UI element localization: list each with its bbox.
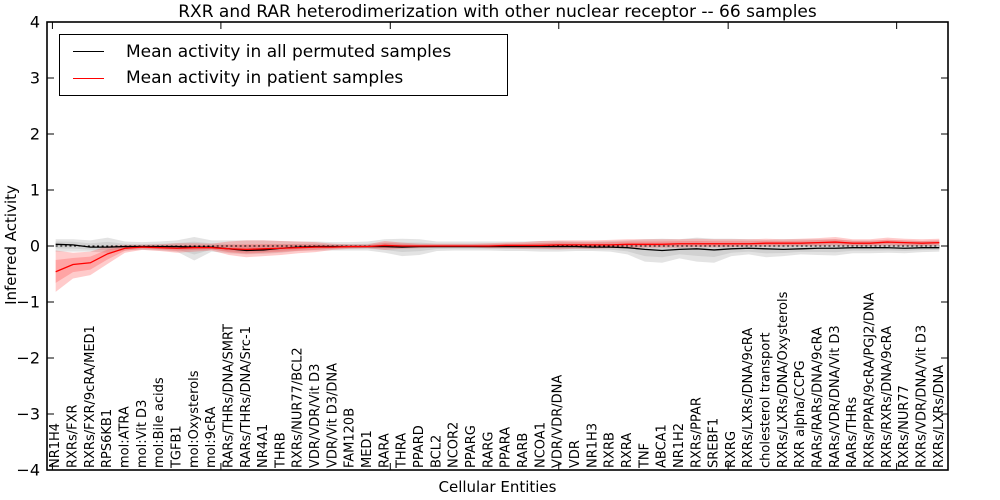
x-category-label: FAM120B — [343, 408, 358, 468]
legend-entry-permuted: Mean activity in all permuted samples — [60, 42, 507, 62]
permuted-band-inner — [55, 241, 940, 258]
x-category-label: ABCA1 — [655, 424, 670, 468]
x-category-label: VDR/Vit D3/DNA — [325, 363, 340, 468]
x-category-label: RXRs/VDR/DNA/Vit D3 — [915, 325, 930, 468]
legend-entry-patient: Mean activity in patient samples — [60, 68, 507, 88]
patient-mean-line — [55, 241, 940, 273]
y-tick-label: 1 — [30, 181, 40, 200]
permuted-line-swatch — [73, 51, 104, 53]
x-category-label: RXRs/NUR77/BCL2 — [291, 347, 306, 468]
x-category-label: THRB — [273, 432, 288, 469]
y-tick-label: −1 — [16, 293, 40, 312]
patient-line-swatch — [73, 77, 104, 79]
x-category-label: RARs/VDR/DNA/Vit D3 — [828, 325, 843, 468]
x-category-label: cholesterol transport — [759, 332, 774, 468]
x-category-label: SREBF1 — [707, 418, 722, 468]
x-category-label: NR1H4 — [48, 423, 63, 468]
x-axis-label: Cellular Entities — [438, 478, 557, 496]
x-category-label: NCOA1 — [533, 422, 548, 468]
y-tick-label: 2 — [30, 125, 40, 144]
x-category-label: RARs/RARs/DNA/9cRA — [811, 327, 826, 468]
x-category-label: RARB — [516, 433, 531, 468]
x-category-label: BCL2 — [429, 435, 444, 468]
y-tick-label: 3 — [30, 69, 40, 88]
x-category-label: RXRs/NUR77 — [897, 385, 912, 468]
x-category-label: RXRs/LXRs/DNA/Oxysterols — [776, 291, 791, 468]
x-category-label: RXRs/FXR — [65, 404, 80, 468]
x-category-label: mol:Oxysterols — [187, 370, 202, 468]
x-category-label: mol:Bile acids — [152, 377, 167, 468]
x-category-label: MED1 — [360, 430, 375, 468]
y-tick-label: −3 — [16, 405, 40, 424]
plot-frame — [46, 21, 949, 471]
legend-label-permuted: Mean activity in all permuted samples — [126, 41, 452, 62]
y-tick-label: −2 — [16, 349, 40, 368]
x-category-label: RXRs/PPAR/9cRA/PGJ2/DNA — [863, 292, 878, 468]
x-category-label: VDR — [568, 440, 583, 468]
x-category-label: RPS6KB1 — [100, 409, 115, 468]
x-category-label: mol:Vit D3 — [135, 400, 150, 468]
y-tick-label: 4 — [30, 13, 40, 32]
legend: Mean activity in all permuted samples Me… — [59, 34, 508, 96]
x-category-label: RXRs/LXRs/DNA/9cRA — [741, 328, 756, 468]
x-category-label: THRA — [395, 433, 410, 469]
x-category-label: mol:ATRA — [117, 406, 132, 468]
x-category-label: RARs/THRs/DNA/Src-1 — [239, 326, 254, 468]
x-category-label: VDR/VDR/DNA — [551, 375, 566, 468]
x-category-label: VDR/VDR/Vit D3 — [308, 364, 323, 468]
x-category-label: RARA — [377, 433, 392, 468]
x-category-label: RXRA — [620, 433, 635, 468]
x-category-label: NR1H2 — [672, 423, 687, 468]
x-category-label: NR4A1 — [256, 424, 271, 468]
x-category-label: RXRs/RXRs/DNA/9cRA — [880, 326, 895, 468]
patient-band-outer — [55, 237, 940, 292]
x-category-label: RXRB — [603, 432, 618, 468]
x-category-label: PPARD — [412, 425, 427, 468]
x-category-label: PPARA — [499, 427, 514, 468]
x-category-label: RARs/THRs — [845, 397, 860, 468]
chart-title: RXR and RAR heterodimerization with othe… — [178, 2, 817, 22]
x-category-label: TNF — [637, 443, 652, 469]
x-category-label: RXR alpha/CCPG — [793, 360, 808, 468]
x-category-label: PPARG — [464, 425, 479, 468]
x-category-label: mol:9cRA — [204, 406, 219, 468]
x-category-label: RARs/THRs/DNA/SMRT — [221, 324, 236, 468]
y-tick-label: −4 — [16, 461, 40, 480]
x-category-label: NR1H3 — [585, 423, 600, 468]
y-axis-label: Inferred Activity — [2, 185, 20, 305]
x-category-label: RXRs/LXRs/DNA — [932, 365, 947, 468]
x-category-label: RXRG — [724, 431, 739, 468]
x-category-label: RARG — [481, 431, 496, 468]
x-category-label: RXRs/FXR/9cRA/MED1 — [83, 325, 98, 468]
y-tick-label: 0 — [30, 237, 40, 256]
x-category-label: TGFB1 — [169, 425, 184, 469]
x-category-label: RXRs/PPAR — [689, 397, 704, 468]
patient-band-inner — [55, 239, 940, 283]
x-category-label: NCOR2 — [447, 422, 462, 468]
legend-label-patient: Mean activity in patient samples — [126, 68, 404, 89]
